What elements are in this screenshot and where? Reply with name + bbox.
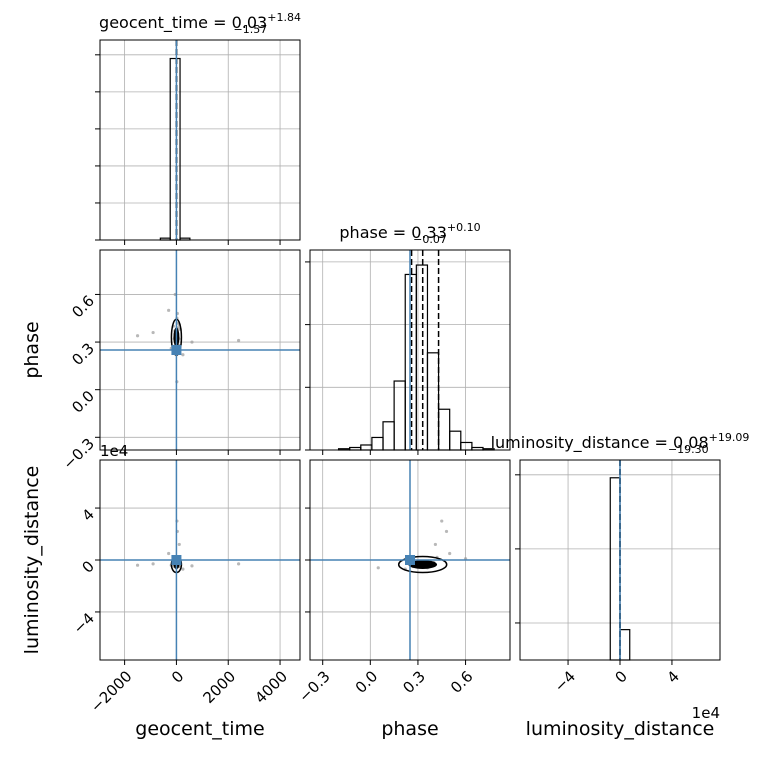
x-tick-label: 4 [663, 667, 682, 686]
y-axis-label: luminosity_distance [21, 466, 43, 655]
sample-point [237, 562, 241, 566]
panel-frame [99, 39, 301, 241]
hist-bar [169, 57, 181, 241]
sample-point [151, 562, 155, 566]
hist-bar [426, 352, 440, 451]
sample-point [135, 563, 140, 567]
x-tick-label: −4 [551, 667, 579, 695]
title-text: luminosity_distance = 0.08 [491, 433, 709, 453]
y-tick-label: −0.3 [60, 435, 98, 473]
sample-point [237, 338, 241, 343]
x-tick-label: 0.0 [352, 667, 382, 697]
hist-bar [619, 629, 631, 661]
sample-point [167, 308, 171, 312]
sample-point [181, 353, 185, 357]
x-axis-label: luminosity_distance [526, 718, 715, 740]
truth-marker [171, 345, 182, 355]
y-tick-label: 0.0 [68, 387, 98, 417]
sample-point [151, 330, 155, 335]
title-upper: +19.09 [709, 431, 750, 444]
y-tick-label: 0.3 [68, 339, 98, 369]
hist-bar [404, 273, 417, 451]
truth-marker [171, 555, 182, 565]
x-tick-label: 0.6 [447, 667, 477, 697]
sample-point [167, 551, 171, 556]
x-tick-label: 0 [168, 667, 187, 686]
hist-bar [449, 430, 462, 451]
hist-bar [460, 441, 473, 451]
sample-point [177, 542, 181, 547]
panel-title: luminosity_distance = 0.08+19.09 −19.30 [491, 431, 750, 456]
title-text: geocent_time = 0.03 [99, 13, 267, 33]
x-axis-label: phase [381, 718, 438, 740]
hist-bar [609, 477, 621, 661]
y-tick-label: 0.6 [68, 292, 98, 322]
sample-point [440, 519, 444, 523]
truth-marker [405, 555, 415, 565]
panel-frame [519, 459, 721, 661]
title-lower: −1.57 [234, 23, 268, 36]
x-offset-label: 1e4 [692, 704, 720, 722]
x-tick-label: 0.3 [399, 667, 429, 697]
sample-point [181, 567, 185, 571]
panel-title: phase = 0.33+0.10 −0.07 [339, 221, 480, 246]
y-offset-label: 1e4 [100, 442, 128, 460]
title-upper: +1.84 [267, 11, 301, 24]
y-axis-label: phase [21, 321, 43, 378]
sample-point [190, 564, 194, 568]
panel-frame [99, 459, 301, 661]
x-tick-label: −2000 [87, 667, 136, 716]
x-tick-label: 0 [612, 667, 631, 686]
hist-bar [382, 421, 395, 451]
y-tick-label: −4 [70, 609, 98, 637]
x-axis-label: geocent_time [135, 718, 264, 740]
x-tick-label: 4000 [251, 667, 291, 707]
x-tick-label: 2000 [200, 667, 240, 707]
title-upper: +0.10 [447, 221, 481, 234]
hist-bar [393, 380, 406, 451]
panel-frame [309, 249, 511, 451]
contour-core [408, 560, 438, 569]
title-lower: −19.30 [668, 443, 709, 456]
sample-point [190, 340, 194, 344]
panel-frame [309, 459, 511, 661]
sample-point [444, 529, 449, 534]
title-text: phase = 0.33 [339, 223, 446, 242]
hist-bar [437, 408, 451, 451]
x-tick-label: −0.3 [295, 667, 333, 705]
contour [397, 555, 448, 574]
sample-point [433, 542, 437, 547]
title-lower: −0.07 [413, 233, 447, 246]
panel-title: geocent_time = 0.03+1.84 −1.57 [99, 11, 301, 36]
panel-frame [99, 249, 301, 451]
sample-point [135, 334, 140, 338]
sample-point [376, 566, 380, 570]
sample-point [448, 551, 452, 556]
hist-bar [371, 436, 384, 451]
